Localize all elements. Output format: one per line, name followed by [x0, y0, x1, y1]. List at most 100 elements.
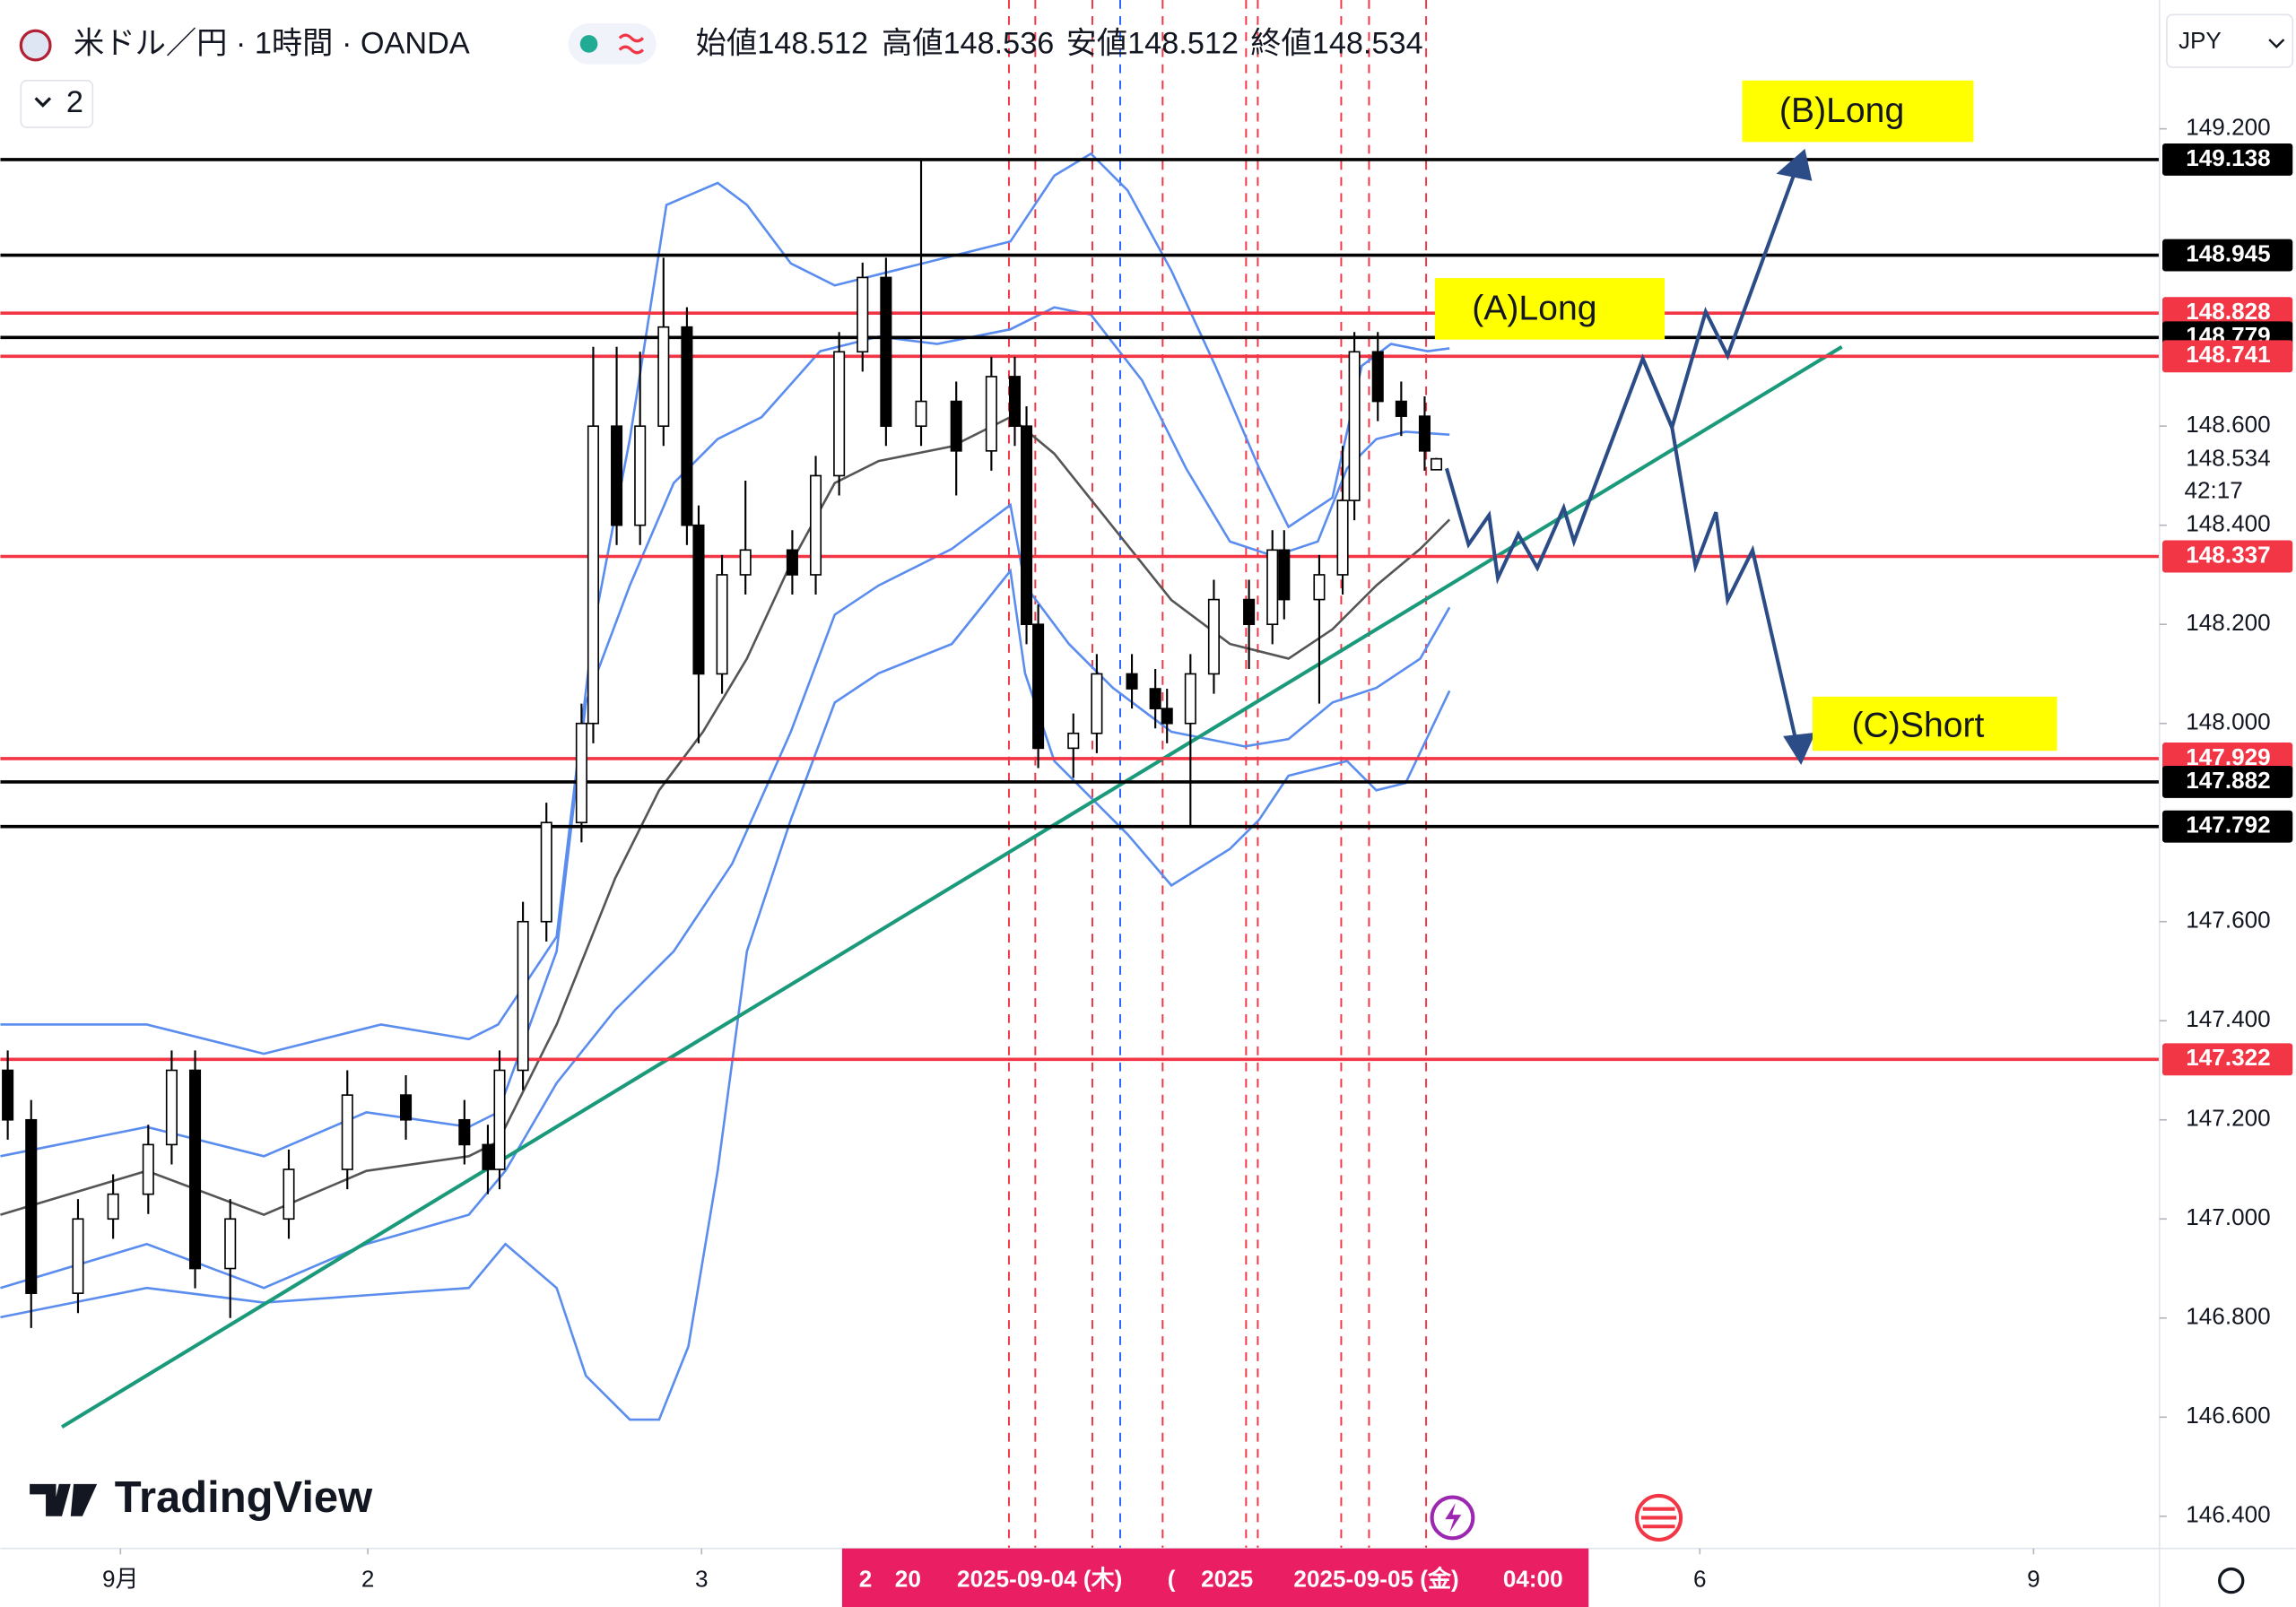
candle-body [634, 425, 647, 526]
candle-body [1161, 708, 1173, 725]
candle-body [1032, 623, 1045, 750]
candle-body [1091, 673, 1103, 734]
candle-body [950, 400, 962, 452]
ohlc-close: 終値148.534 [1250, 27, 1422, 61]
crosshair-label: 04:00 [1503, 1566, 1563, 1593]
y-tick-label: 147.000 [2186, 1203, 2270, 1230]
candle-body [1008, 376, 1022, 428]
crosshair-label: 20 [895, 1566, 921, 1593]
candle-body [1336, 499, 1349, 576]
candle-body [1184, 673, 1196, 725]
level-label: 149.138 [2186, 144, 2270, 171]
status-icon [618, 33, 645, 55]
level-label-box [2162, 1043, 2293, 1076]
flag-icon [19, 29, 52, 62]
candle-body [857, 276, 869, 353]
chevron [34, 97, 52, 108]
crosshair-label: 2 [859, 1566, 873, 1593]
candle-body [1418, 415, 1431, 452]
level-label-box [2162, 297, 2293, 330]
crosshair-labels: 2 20 2025-09-04 (木) (2025 2025-09-05 (金) 04:0… [859, 1566, 1563, 1593]
collapse-button[interactable] [20, 79, 94, 128]
annotation-box [1434, 278, 1665, 340]
candle-body [72, 1218, 84, 1294]
candle-body [1313, 574, 1326, 601]
time-axis: 9月 2 3 6 9 [102, 1548, 2040, 1593]
candle-body [575, 722, 587, 824]
status-dot [579, 35, 598, 53]
candle-body [107, 1193, 119, 1220]
crosshair-label-box [841, 1548, 1589, 1607]
indicator-count: 2 [66, 85, 83, 119]
x-tick-label: 9 [2027, 1566, 2040, 1593]
candle-body [786, 549, 798, 576]
candle-body [1207, 598, 1220, 675]
vertical-markers [1007, 0, 1428, 1549]
flag-stripes [1641, 1507, 1677, 1529]
level-label: 147.792 [2186, 812, 2270, 838]
trend-line [60, 345, 1843, 1429]
y-tick-label: 148.400 [2186, 510, 2270, 537]
candles [2, 158, 1443, 1328]
candle-body [587, 425, 599, 725]
candle-body [400, 1094, 413, 1121]
current-price: 148.534 [2186, 444, 2270, 471]
candle-body [1067, 732, 1080, 750]
level-label: 148.828 [2186, 298, 2270, 325]
y-tick-label: 147.200 [2186, 1105, 2270, 1132]
indicators [0, 152, 1451, 1421]
candle-body [517, 920, 529, 1072]
candle-body [165, 1069, 178, 1146]
level-label: 147.882 [2186, 767, 2270, 794]
projection-arrows [1444, 148, 1816, 766]
annotation-box [1742, 80, 1974, 143]
level-label-box [2162, 340, 2293, 373]
candle-body [2, 1069, 14, 1121]
price-axis: 149.200 148.600 148.400 148.200 148.000 147.6… [2159, 114, 2293, 1528]
symbol-title[interactable]: 米ドル／円 · 1時間 · OANDA [74, 27, 470, 61]
level-label-box [2162, 765, 2293, 798]
candle-body [985, 376, 997, 452]
candle-body [1021, 425, 1033, 626]
countdown: 42:17 [2184, 476, 2242, 503]
level-label-box [2162, 810, 2293, 843]
candle-body [283, 1168, 295, 1220]
ohlc-high: 高値148.536 [882, 27, 1054, 61]
candle-body [657, 326, 670, 428]
candle-body [1243, 598, 1256, 626]
chevron [2268, 39, 2285, 48]
annotation: (C)Short [1851, 706, 1984, 744]
settings-icon[interactable] [2218, 1567, 2245, 1594]
candle-body [493, 1069, 506, 1170]
currency-select[interactable] [2166, 13, 2294, 68]
logo-icon [30, 1483, 98, 1516]
y-tick-label: 148.200 [2186, 609, 2270, 636]
candle-body [833, 351, 846, 477]
y-tick-label: 147.400 [2186, 1005, 2270, 1032]
candle-body [915, 400, 927, 428]
candle-body [611, 425, 623, 526]
candle-body [1348, 351, 1361, 501]
x-tick-label: 2 [361, 1566, 375, 1593]
crosshair-label: 2025 [1201, 1566, 1253, 1593]
ohlc-low: 安値148.512 [1066, 27, 1239, 61]
level-label: 147.322 [2186, 1044, 2270, 1071]
candle-body [224, 1218, 237, 1270]
annotation: (B)Long [1779, 91, 1904, 130]
crosshair-label: ( [1168, 1566, 1176, 1593]
level-label: 148.741 [2186, 341, 2270, 368]
level-label-box [2162, 540, 2293, 573]
crosshair-label: 2025-09-04 (木) [957, 1566, 1122, 1593]
candle-body [681, 326, 693, 526]
level-label: 148.945 [2186, 239, 2270, 266]
currency: JPY [2179, 27, 2222, 54]
y-tick-label: 149.200 [2186, 114, 2270, 141]
candle-body [341, 1094, 353, 1170]
y-tick-label: 146.400 [2186, 1501, 2270, 1528]
candle-body [739, 549, 752, 576]
y-tick-label: 147.600 [2186, 907, 2270, 934]
y-tick-label: 148.600 [2186, 411, 2270, 438]
x-tick-label: 3 [695, 1566, 709, 1593]
